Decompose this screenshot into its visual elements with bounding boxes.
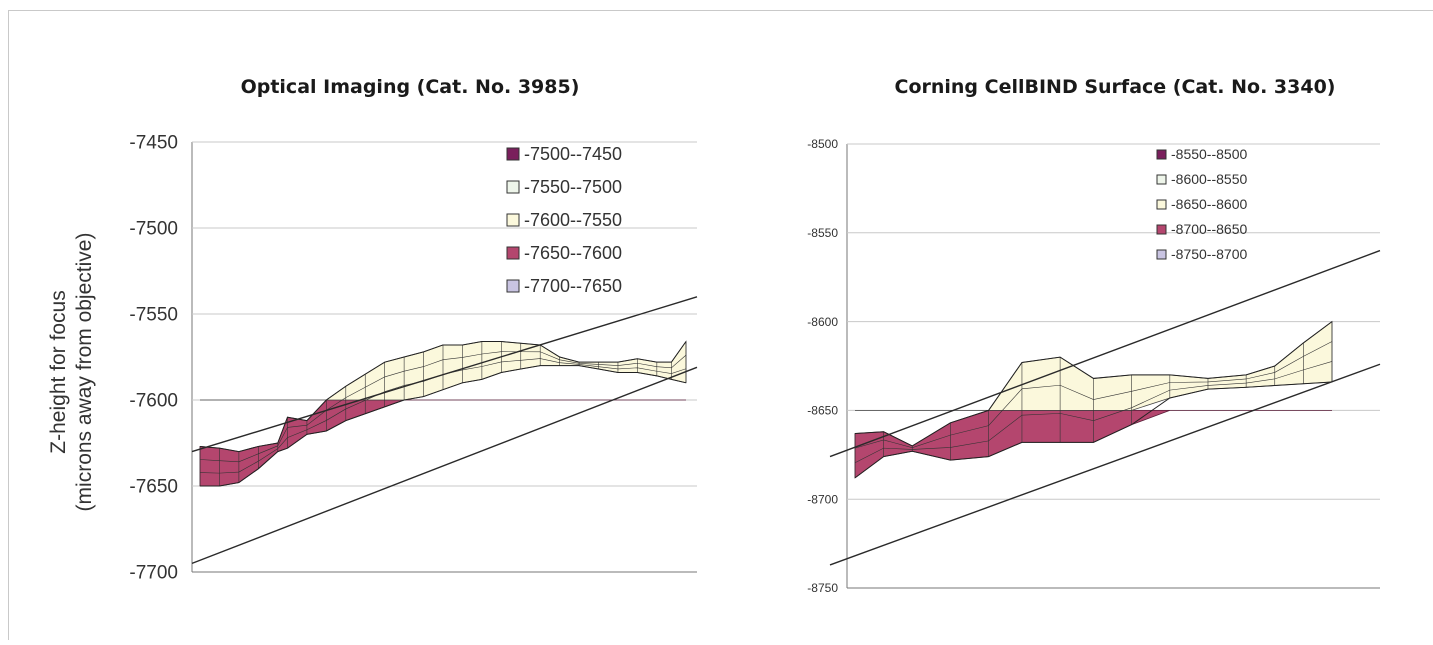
legend-label: -7600--7550 [524, 210, 622, 230]
legend-swatch [506, 213, 520, 227]
y-tick-label: -7650 [129, 477, 178, 498]
y-tick-label: -7450 [129, 133, 178, 154]
surface-region-magenta [199, 399, 686, 487]
legend-label: -7500--7450 [524, 144, 622, 164]
surface-lower-edge [200, 365, 687, 487]
mesh-contour [199, 351, 687, 463]
legend-label: -7650--7600 [524, 243, 622, 263]
chart-title-left: Optical Imaging (Cat. No. 3985) [240, 76, 580, 98]
legend-swatch [506, 279, 520, 293]
frame-top-border [8, 10, 1433, 11]
surface-upper-edge [199, 341, 687, 453]
band-line [191, 296, 698, 453]
y-tick-label: -7700 [129, 563, 178, 584]
legend-swatch [506, 147, 520, 161]
legend-swatch [506, 246, 520, 260]
y-tick-label: -7600 [129, 391, 178, 412]
frame-left-border [8, 10, 9, 640]
chart-title-right: Corning CellBIND Surface (Cat. No. 3340) [894, 76, 1336, 98]
band-line [191, 366, 698, 565]
legend-label: -7700--7650 [524, 276, 622, 296]
legend-swatch [506, 180, 520, 194]
y-tick-label: -7500 [129, 219, 178, 240]
y-tick-label: -7550 [129, 305, 178, 326]
legend-label: -7550--7500 [524, 177, 622, 197]
